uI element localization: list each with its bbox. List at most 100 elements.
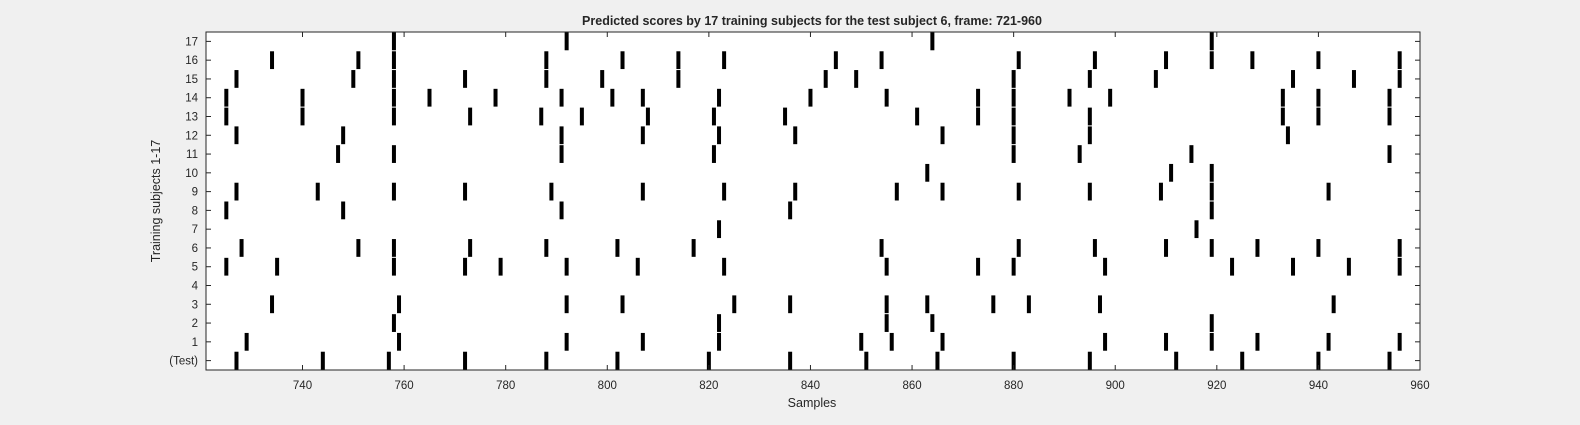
raster-mark: [1351, 70, 1356, 88]
raster-mark: [356, 239, 361, 257]
y-tick-label: 8: [192, 205, 198, 217]
x-tick-label: 820: [699, 380, 718, 392]
raster-mark: [391, 88, 396, 107]
raster-mark: [564, 32, 569, 51]
raster-mark: [640, 126, 645, 145]
raster-mark: [1164, 332, 1169, 351]
raster-mark: [559, 201, 564, 220]
raster-mark: [615, 239, 620, 257]
x-tick-label: 800: [598, 380, 617, 392]
raster-mark: [706, 351, 711, 370]
raster-mark: [1316, 239, 1321, 257]
raster-mark: [1011, 351, 1016, 370]
raster-mark: [915, 107, 920, 126]
y-tick-label: 13: [185, 112, 198, 124]
x-axis-label: Samples: [788, 396, 837, 410]
raster-mark: [234, 70, 239, 88]
raster-mark: [711, 145, 716, 163]
raster-mark: [239, 239, 244, 257]
raster-mark: [1331, 295, 1336, 314]
raster-mark: [498, 257, 503, 276]
raster-mark: [1387, 145, 1392, 163]
raster-mark: [940, 126, 945, 145]
raster-mark: [391, 70, 396, 88]
y-tick-label: 17: [185, 36, 198, 48]
raster-mark: [940, 332, 945, 351]
raster-mark: [1209, 239, 1214, 257]
raster-mark: [468, 239, 473, 257]
raster-mark: [1174, 351, 1179, 370]
raster-mark: [1280, 107, 1285, 126]
x-tick-label: 960: [1410, 380, 1429, 392]
raster-mark: [1326, 182, 1331, 201]
raster-mark: [1087, 107, 1092, 126]
raster-mark: [935, 351, 940, 370]
raster-mark: [884, 314, 889, 332]
raster-mark: [224, 88, 229, 107]
raster-mark: [788, 295, 793, 314]
raster-mark: [234, 126, 239, 145]
raster-mark: [1164, 51, 1169, 70]
raster-mark: [1397, 332, 1402, 351]
raster-mark: [884, 257, 889, 276]
raster-mark: [564, 295, 569, 314]
raster-mark: [1291, 70, 1296, 88]
raster-mark: [391, 145, 396, 163]
raster-mark: [300, 88, 305, 107]
raster-mark: [300, 107, 305, 126]
raster-mark: [1255, 239, 1260, 257]
raster-mark: [640, 182, 645, 201]
raster-mark: [564, 257, 569, 276]
raster-mark: [676, 51, 681, 70]
raster-mark: [386, 351, 391, 370]
raster-mark: [468, 107, 473, 126]
raster-mark: [1097, 295, 1102, 314]
raster-mark: [620, 295, 625, 314]
raster-mark: [640, 332, 645, 351]
x-axis-ticks: 740 760 780 800 820 840 860 880 900 920 940 960: [293, 32, 1430, 392]
raster-mark: [224, 257, 229, 276]
raster-mark: [1209, 51, 1214, 70]
raster-mark: [549, 182, 554, 201]
raster-mark: [1209, 163, 1214, 182]
raster-mark: [391, 51, 396, 70]
raster-mark: [1209, 332, 1214, 351]
raster-mark: [676, 70, 681, 88]
raster-mark: [224, 201, 229, 220]
raster-mark: [427, 88, 432, 107]
raster-mark: [722, 51, 727, 70]
raster-mark: [1230, 257, 1235, 276]
raster-mark: [1011, 107, 1016, 126]
raster-mark: [722, 257, 727, 276]
y-tick-label: 6: [192, 243, 198, 255]
y-tick-label: 14: [185, 93, 198, 105]
raster-mark: [463, 351, 468, 370]
raster-mark: [864, 351, 869, 370]
raster-mark: [1316, 107, 1321, 126]
raster-mark: [244, 332, 249, 351]
raster-mark: [463, 70, 468, 88]
raster-mark: [1316, 51, 1321, 70]
raster-mark: [544, 351, 549, 370]
raster-mark: [1011, 88, 1016, 107]
raster-mark: [1067, 88, 1072, 107]
raster-mark: [270, 295, 275, 314]
raster-mark: [859, 332, 864, 351]
raster-mark: [1397, 51, 1402, 70]
raster-mark: [783, 107, 788, 126]
raster-mark: [391, 239, 396, 257]
raster-mark: [610, 88, 615, 107]
raster-mark: [1011, 70, 1016, 88]
raster-mark: [341, 126, 346, 145]
raster-mark: [1103, 332, 1108, 351]
raster-mark: [397, 295, 402, 314]
raster-mark: [615, 351, 620, 370]
raster-mark: [879, 51, 884, 70]
raster-mark: [559, 145, 564, 163]
raster-mark: [539, 107, 544, 126]
raster-mark: [1092, 239, 1097, 257]
raster-mark: [1158, 182, 1163, 201]
raster-mark: [711, 107, 716, 126]
